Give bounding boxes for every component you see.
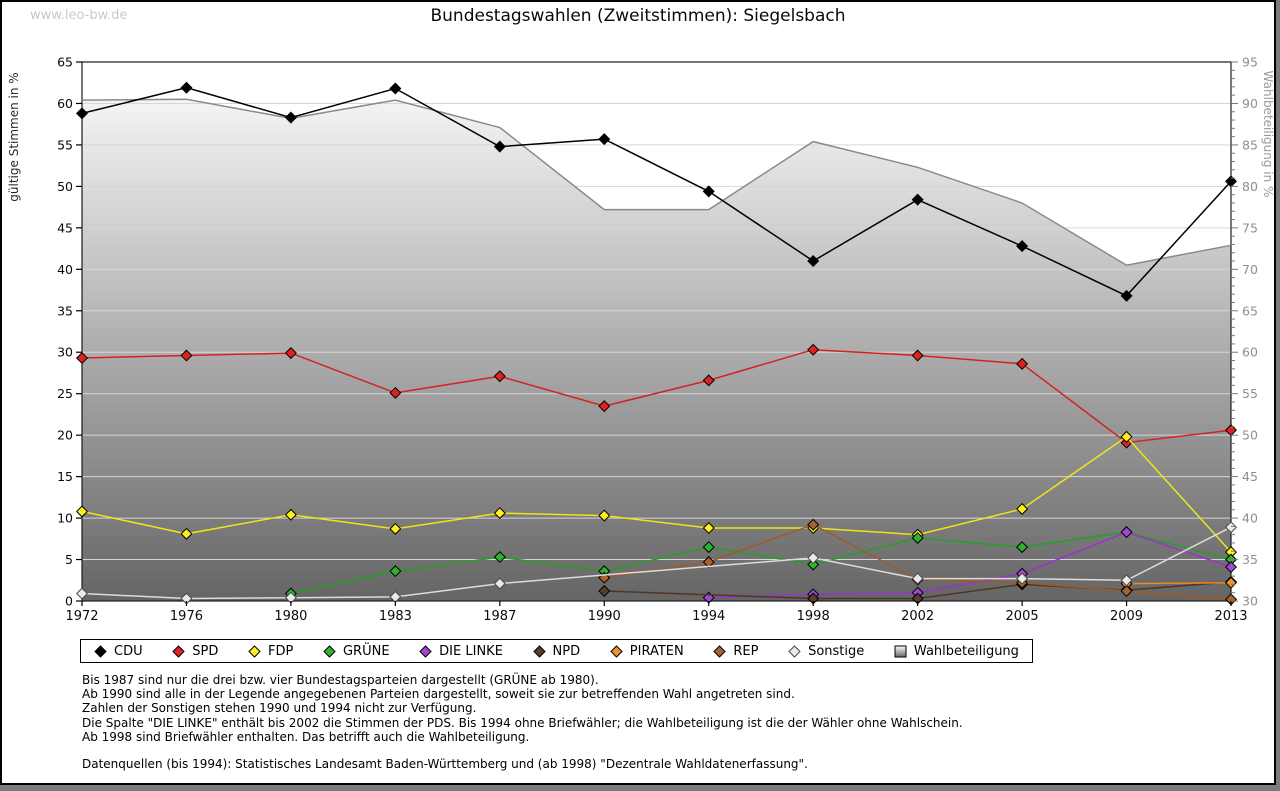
svg-text:55: 55: [57, 137, 73, 152]
svg-text:5: 5: [65, 552, 73, 567]
svg-text:2005: 2005: [1006, 609, 1039, 624]
legend-item-cdu: CDU: [94, 644, 143, 659]
svg-text:40: 40: [57, 262, 73, 277]
legend-label: Wahlbeteiligung: [913, 643, 1019, 659]
wahlbeteiligung-marker-icon: [894, 645, 907, 657]
election-line-chart: 0 5 10 15 20 25 30 35 40 45 50 55 60 65 30 35 40 45 50 55 60…: [7, 55, 1275, 625]
legend-label: NPD: [552, 643, 581, 659]
series-wahlbeteiligung: [81, 98, 1232, 266]
sonstige-marker-icon: [788, 644, 801, 658]
legend-item-fdp: FDP: [248, 644, 293, 659]
svg-text:2013: 2013: [1214, 609, 1247, 624]
right-axis-title: Wahlbeteiligung in %: [1261, 71, 1275, 198]
legend-label: SPD: [192, 643, 219, 659]
svg-text:60: 60: [57, 96, 73, 111]
right-axis: 30 35 40 45 50 55 60 65 70 75 80 85 90 95: [1231, 55, 1258, 609]
legend-label: GRÜNE: [342, 643, 390, 659]
rep-marker-icon: [713, 644, 727, 658]
npd-marker-icon: [532, 644, 546, 658]
x-axis: 1972 1976 1980 1983 1987 1990 1994 1998 2002 2005…: [65, 601, 1248, 624]
spd-marker-icon: [172, 644, 185, 658]
series-fdp: [75, 430, 1238, 559]
svg-text:45: 45: [57, 220, 73, 235]
svg-text:55: 55: [1242, 386, 1258, 401]
series-sonstige: [75, 521, 1238, 605]
svg-text:2009: 2009: [1110, 609, 1143, 624]
svg-text:65: 65: [1242, 303, 1258, 318]
legend-item-gr-ne: GRÜNE: [323, 644, 390, 659]
svg-text:0: 0: [65, 594, 73, 609]
footnote-line: Zahlen der Sonstigen stehen 1990 und 199…: [82, 701, 477, 716]
legend-item-npd: NPD: [532, 643, 581, 659]
legend-label: PIRATEN: [629, 643, 684, 659]
svg-text:30: 30: [57, 345, 73, 360]
fdp-marker-icon: [248, 644, 261, 658]
legend-item-piraten: PIRATEN: [610, 644, 684, 659]
svg-text:1976: 1976: [170, 609, 203, 624]
svg-text:2002: 2002: [901, 609, 934, 624]
svg-text:35: 35: [57, 303, 73, 318]
data-source-note: Datenquellen (bis 1994): Statistisches L…: [82, 757, 808, 771]
svg-text:35: 35: [1242, 552, 1258, 567]
svg-text:45: 45: [1242, 469, 1258, 484]
svg-text:1983: 1983: [379, 609, 412, 624]
svg-text:20: 20: [57, 428, 73, 443]
svg-text:10: 10: [57, 511, 73, 526]
svg-text:1972: 1972: [65, 609, 98, 624]
legend-label: CDU: [114, 643, 143, 659]
svg-text:50: 50: [1242, 428, 1258, 443]
svg-text:80: 80: [1242, 179, 1258, 194]
chart-legend: CDU SPD FDP GRÜNE DIE LINKE NPD PIRATEN REP Sons…: [80, 639, 1033, 663]
svg-text:75: 75: [1242, 220, 1258, 235]
svg-text:90: 90: [1242, 96, 1258, 111]
footnote-line: Bis 1987 sind nur die drei bzw. vier Bun…: [82, 673, 599, 687]
left-axis: 0 5 10 15 20 25 30 35 40 45 50 55 60 65: [57, 55, 82, 609]
svg-text:95: 95: [1242, 55, 1258, 70]
plot-frame: [81, 61, 1232, 602]
legend-label: DIE LINKE: [439, 643, 503, 659]
piraten-marker-icon: [610, 644, 623, 658]
svg-text:25: 25: [57, 386, 73, 401]
svg-text:1998: 1998: [797, 609, 830, 624]
left-axis-title: gültige Stimmen in %: [7, 72, 21, 201]
svg-text:50: 50: [57, 179, 73, 194]
footnote-line: Ab 1990 sind alle in der Legende angegeb…: [82, 687, 795, 702]
svg-text:1980: 1980: [274, 609, 307, 624]
wahlbeteiligung-area: [82, 99, 1231, 602]
svg-text:1994: 1994: [692, 609, 725, 624]
footnote-line: Die Spalte "DIE LINKE" enthält bis 2002 …: [82, 715, 963, 730]
svg-text:65: 65: [57, 55, 73, 70]
legend-item-rep: REP: [713, 644, 758, 659]
svg-text:60: 60: [1242, 345, 1258, 360]
legend-label: REP: [733, 643, 759, 659]
svg-text:1990: 1990: [588, 609, 621, 624]
legend-label: FDP: [268, 643, 294, 659]
watermark: www.leo-bw.de: [30, 8, 128, 23]
chart-footnotes: Bis 1987 sind nur die drei bzw. vier Bun…: [82, 673, 963, 744]
legend-item-sonstige: Sonstige: [788, 644, 864, 659]
die-linke-marker-icon: [419, 644, 432, 658]
legend-item-spd: SPD: [172, 644, 218, 659]
legend-item-die-linke: DIE LINKE: [419, 644, 503, 659]
svg-text:15: 15: [57, 469, 73, 484]
series-spd: [75, 343, 1238, 449]
footnote-line: Ab 1998 sind Briefwähler enthalten. Das …: [82, 729, 530, 744]
page-title: Bundestagswahlen (Zweitstimmen): Siegels…: [430, 6, 846, 26]
gr-ne-marker-icon: [323, 644, 336, 658]
svg-text:70: 70: [1242, 262, 1258, 277]
svg-text:30: 30: [1242, 594, 1258, 609]
legend-label: Sonstige: [808, 643, 865, 659]
legend-item-wahlbeteiligung: Wahlbeteiligung: [894, 644, 1019, 659]
svg-text:1987: 1987: [483, 609, 516, 624]
svg-text:40: 40: [1242, 511, 1258, 526]
cdu-marker-icon: [94, 644, 107, 658]
svg-text:85: 85: [1242, 137, 1258, 152]
